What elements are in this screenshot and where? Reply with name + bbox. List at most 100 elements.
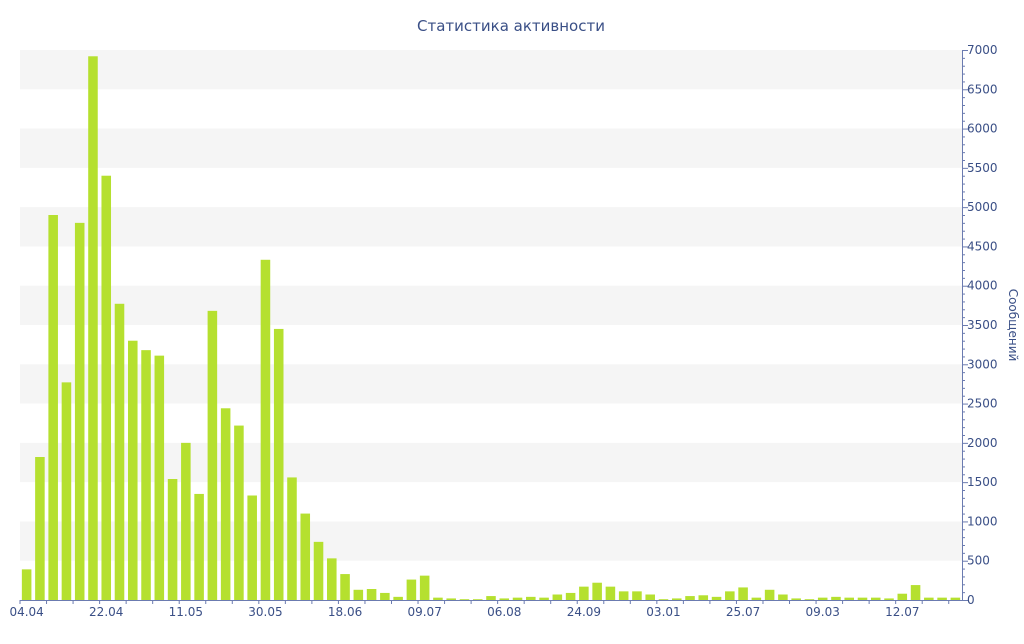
bar bbox=[287, 477, 297, 600]
bar bbox=[61, 382, 72, 600]
bar bbox=[685, 596, 695, 600]
bar bbox=[539, 597, 549, 600]
bar bbox=[419, 575, 430, 600]
y-tick-label: 2000 bbox=[967, 436, 998, 450]
bar bbox=[353, 589, 364, 600]
bar bbox=[220, 408, 231, 600]
x-tick-label: 24.09 bbox=[567, 605, 601, 619]
bar bbox=[366, 589, 377, 600]
bar bbox=[154, 355, 165, 600]
bar bbox=[313, 541, 324, 600]
bar bbox=[127, 340, 138, 600]
bar bbox=[950, 597, 961, 600]
bar bbox=[207, 310, 218, 600]
bar bbox=[910, 585, 921, 600]
bar bbox=[592, 582, 602, 600]
grid-band bbox=[20, 50, 962, 90]
y-axis-label: Сообщений bbox=[1006, 289, 1020, 362]
x-tick-label: 25.07 bbox=[726, 605, 760, 619]
y-tick-label: 5500 bbox=[967, 161, 998, 175]
y-tick-label: 5000 bbox=[967, 200, 998, 214]
bar bbox=[897, 593, 908, 600]
bar bbox=[234, 425, 244, 600]
bar bbox=[406, 579, 417, 600]
bar bbox=[340, 574, 350, 600]
bar bbox=[194, 493, 204, 600]
grid-band bbox=[20, 128, 962, 168]
x-tick-label: 18.06 bbox=[328, 605, 362, 619]
bar bbox=[618, 591, 629, 600]
x-tick-label: 11.05 bbox=[169, 605, 203, 619]
grid-band bbox=[20, 285, 962, 325]
x-tick-label: 30.05 bbox=[248, 605, 282, 619]
grid-band bbox=[20, 364, 962, 404]
y-tick-label: 4500 bbox=[967, 239, 998, 253]
bar bbox=[778, 594, 788, 600]
y-tick-label: 4000 bbox=[967, 279, 998, 293]
y-tick-label: 1000 bbox=[967, 514, 998, 528]
bar bbox=[260, 259, 271, 600]
bar bbox=[658, 599, 669, 600]
bar bbox=[698, 595, 709, 600]
bar bbox=[114, 303, 125, 600]
x-axis-ticks: 04.04 22.04 11.05 30.05 18.06 09.07 06.08 24.09… bbox=[9, 600, 950, 619]
y-tick-label: 3000 bbox=[967, 357, 998, 371]
bar bbox=[247, 495, 257, 600]
bars-series bbox=[21, 56, 961, 601]
bar bbox=[486, 596, 496, 600]
bar bbox=[499, 598, 510, 600]
x-tick-label: 12.07 bbox=[885, 605, 919, 619]
bar bbox=[48, 215, 58, 600]
bar bbox=[446, 598, 456, 600]
bar bbox=[459, 599, 470, 600]
x-tick-label: 09.07 bbox=[407, 605, 441, 619]
bar bbox=[101, 175, 112, 600]
x-tick-label: 22.04 bbox=[89, 605, 123, 619]
bar bbox=[884, 598, 894, 600]
bar bbox=[167, 479, 178, 600]
bar bbox=[711, 596, 722, 600]
bar bbox=[924, 597, 934, 600]
y-tick-label: 2500 bbox=[967, 397, 998, 411]
bar bbox=[141, 350, 151, 600]
x-tick-label: 03.01 bbox=[646, 605, 680, 619]
bar bbox=[857, 597, 868, 600]
bar bbox=[844, 597, 855, 600]
y-tick-label: 1500 bbox=[967, 475, 998, 489]
bar bbox=[831, 596, 841, 600]
bar bbox=[273, 328, 284, 600]
bar bbox=[738, 587, 748, 600]
y-tick-label: 3500 bbox=[967, 318, 998, 332]
grid-band bbox=[20, 207, 962, 247]
bar bbox=[565, 592, 576, 600]
bar bbox=[74, 222, 85, 600]
y-tick-label: 6000 bbox=[967, 122, 998, 136]
x-tick-label: 09.03 bbox=[806, 605, 840, 619]
bar bbox=[526, 596, 536, 600]
grid-band bbox=[20, 442, 962, 483]
bar bbox=[870, 597, 881, 600]
bar bbox=[764, 589, 775, 600]
bar bbox=[181, 442, 191, 600]
bar bbox=[472, 599, 483, 600]
y-tick-label: 6500 bbox=[967, 82, 998, 96]
y-tick-label: 7000 bbox=[967, 43, 998, 57]
x-tick-label: 06.08 bbox=[487, 605, 521, 619]
bar bbox=[804, 599, 815, 600]
bar bbox=[937, 597, 947, 600]
y-axis-ticks: 0 500 1000 1500 2000 2500 3000 3500 4000 4500 5000… bbox=[962, 43, 998, 607]
bar bbox=[393, 596, 403, 600]
bar bbox=[605, 586, 616, 600]
bar bbox=[512, 597, 523, 600]
y-tick-label: 0 bbox=[967, 593, 975, 607]
bar bbox=[791, 598, 801, 600]
y-tick-label: 500 bbox=[967, 554, 990, 568]
bar bbox=[725, 591, 735, 600]
bar bbox=[817, 597, 828, 600]
bar bbox=[21, 569, 32, 600]
bar bbox=[327, 558, 337, 600]
bar bbox=[579, 586, 589, 600]
bar bbox=[300, 513, 311, 600]
